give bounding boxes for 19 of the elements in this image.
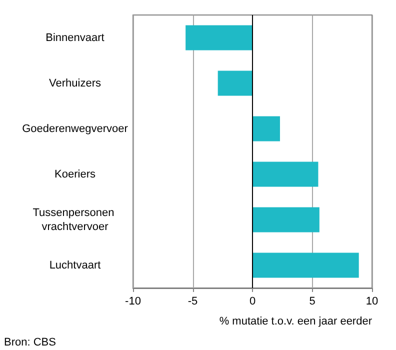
x-tick-label: 0 (249, 296, 256, 308)
y-tick-label: Binnenvaart (46, 32, 104, 44)
y-tick-label: Koeriers (54, 168, 96, 180)
text: Bron: CBS (4, 336, 56, 348)
y-tick-label: Verhuizers (49, 77, 102, 90)
x-tick-label: 10 (366, 296, 378, 308)
x-tick-label: 5 (309, 296, 316, 308)
bar (252, 116, 280, 142)
bar (252, 162, 318, 187)
x-axis-title: % mutatie t.o.v. een jaar eerder (219, 316, 372, 328)
bar (218, 70, 252, 96)
x-tick-label: -5 (188, 296, 198, 308)
bar (252, 207, 320, 232)
y-tick-label: Luchtvaart (49, 259, 101, 272)
bar (186, 25, 252, 50)
x-tick-label: -10 (125, 296, 141, 308)
y-tick-label: Tussenpersonen vrachtvervoer (32, 206, 118, 233)
y-tick-label: Goederenwegvervoer (22, 122, 128, 135)
bar (252, 252, 359, 278)
